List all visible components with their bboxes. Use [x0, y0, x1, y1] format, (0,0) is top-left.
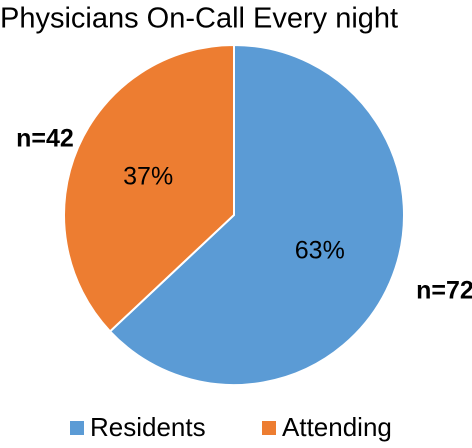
annotation: n=72 [416, 277, 472, 305]
annotation: n=42 [16, 125, 74, 153]
legend-label: Attending [282, 412, 392, 442]
value-label: 63% [295, 237, 345, 265]
legend-label: Residents [90, 412, 206, 442]
chart-title: Physicians On-Call Every night [0, 3, 398, 35]
value-label: 37% [123, 162, 173, 190]
legend-swatch [262, 421, 276, 435]
pie-slice [63, 43, 235, 333]
legend-swatch [70, 421, 84, 435]
pie-slice [108, 43, 405, 386]
